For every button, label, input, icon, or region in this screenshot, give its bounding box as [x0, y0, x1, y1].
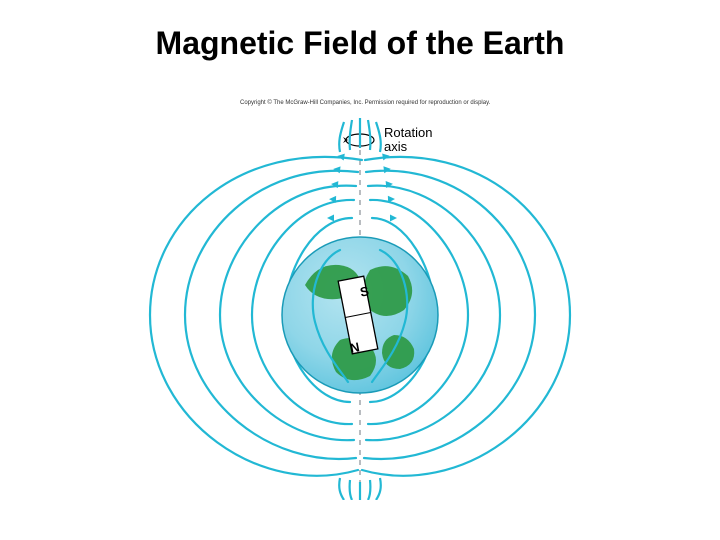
tuft-bottom-3 — [368, 480, 370, 500]
diagram-svg — [140, 100, 580, 500]
field-arrow-9 — [390, 215, 397, 222]
page-title: Magnetic Field of the Earth — [0, 25, 720, 62]
rotation-axis-label: Rotationaxis — [384, 126, 432, 155]
tuft-bottom-0 — [339, 478, 344, 500]
earth-magnetic-field-diagram: Copyright © The McGraw-Hill Companies, I… — [140, 100, 580, 500]
tuft-top-4 — [376, 122, 381, 152]
tuft-bottom-1 — [350, 480, 352, 500]
tuft-bottom-4 — [376, 478, 381, 500]
tuft-top-0 — [339, 122, 344, 152]
field-arrow-8 — [327, 215, 334, 222]
